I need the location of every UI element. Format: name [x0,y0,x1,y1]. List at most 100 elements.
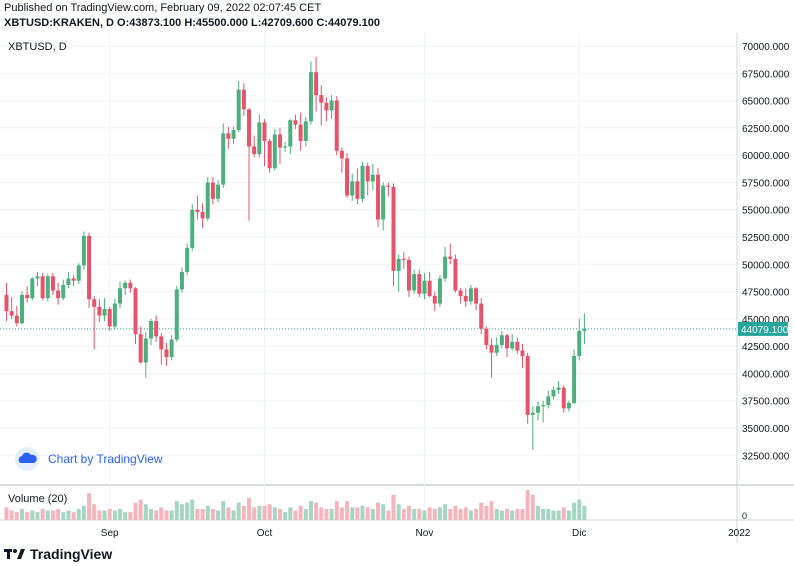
candle-body [422,280,427,294]
candle-body [520,350,525,356]
footer-brand[interactable]: TradingView [4,546,112,562]
candle-body [432,295,437,304]
volume-bar [174,501,179,520]
y-tick-label: 70000.000 [742,42,790,53]
volume-bar [247,497,252,520]
volume-bar [4,507,9,520]
candle-body [412,274,417,291]
volume-bar [293,510,298,520]
candle-body [572,355,577,403]
candle-body [546,396,551,406]
y-tick-label: 50000.000 [742,260,790,271]
candle-body [417,274,422,294]
volume-bar [463,507,468,520]
candle-body [406,259,411,291]
tradingview-watermark[interactable]: Chart by TradingView [15,447,163,471]
candle-body [231,130,236,139]
volume-bar [365,507,370,520]
candle-body [556,387,561,390]
grid-lines [0,33,794,521]
volume-bar [329,508,334,520]
volume-bar [159,507,164,520]
last-price-badge [738,321,788,336]
candle-body [288,120,293,147]
volume-bar [107,508,112,520]
volume-bar [391,494,396,520]
volume-bar [406,505,411,520]
candle-body [381,185,386,220]
y-tick-label: 42500.000 [742,342,790,353]
candle-body [474,288,479,304]
candle-body [92,299,97,307]
volume-bar [138,499,143,520]
volume-bar [221,501,226,520]
volume-bar [582,505,587,520]
candlestick-chart[interactable]: 32500.000 35000.000 37500.000 40000.000 4250… [0,33,794,543]
y-tick-label: 65000.000 [742,97,790,108]
candle-body [448,256,453,259]
volume-bar [432,508,437,520]
volume-bar [241,505,246,520]
volume-bar [143,504,148,520]
volume-bar [216,510,221,520]
volume-bar [298,505,303,520]
volume-bar [169,510,174,520]
candle-body [515,341,520,351]
candle-body [50,276,55,291]
candle-body [566,402,571,409]
candle-body [118,288,123,304]
candle-body [283,146,288,148]
volume-bar [303,508,308,520]
volume-bar [19,508,24,520]
candle-body [164,349,169,358]
candle-body [561,387,566,409]
watermark-label: Chart by TradingView [48,452,163,466]
volume-bar [314,502,319,520]
candle-body [530,412,535,415]
candle-body [138,334,143,363]
candle-body [463,295,468,302]
volume-bar [267,504,272,520]
candle-body [45,276,50,299]
candle-body [66,278,71,286]
candle-body [370,174,375,182]
volume-bar [25,512,30,520]
candle-body [247,109,252,147]
candle-body [221,133,226,185]
volume-bar [35,512,40,520]
volume-bar [505,508,510,520]
time-axis[interactable]: SepOctNovDic2022FebMar [101,528,794,539]
volume-bar [437,507,442,520]
candle-body [4,294,9,312]
candle-body [329,100,334,111]
candle-body [179,271,184,290]
candle-body [257,122,262,155]
candle-body [458,290,463,296]
volume-bar [148,508,153,520]
candle-body [61,285,66,299]
x-tick-label: Oct [257,528,273,539]
ohlc-readout: XBTUSD:KRAKEN, D O:43873.100 H:45500.000… [4,17,381,29]
volume-bar [468,510,473,520]
volume-bar [76,508,81,520]
candle-body [87,235,92,300]
volume-bar [56,508,61,520]
chart-area[interactable]: 32500.000 35000.000 37500.000 40000.000 4250… [0,33,794,543]
volume-bar [535,505,540,520]
footer-brand-label: TradingView [30,546,113,562]
candle-body [133,288,138,335]
candle-body [19,294,24,324]
volume-zero-label: 0 [742,511,747,521]
volume-bar [339,507,344,520]
y-tick-label: 32500.000 [742,451,790,462]
volume-bar [118,508,123,520]
volume-bar [61,512,66,520]
volume-bar [474,508,479,520]
candle-body [334,100,339,151]
volume-bar [422,510,427,520]
candle-body [236,89,241,131]
price-axis[interactable]: 32500.000 35000.000 37500.000 40000.000 4250… [736,33,790,543]
volume-bar [566,510,571,520]
candle-body [479,303,484,329]
tv-logo-icon [4,549,25,559]
